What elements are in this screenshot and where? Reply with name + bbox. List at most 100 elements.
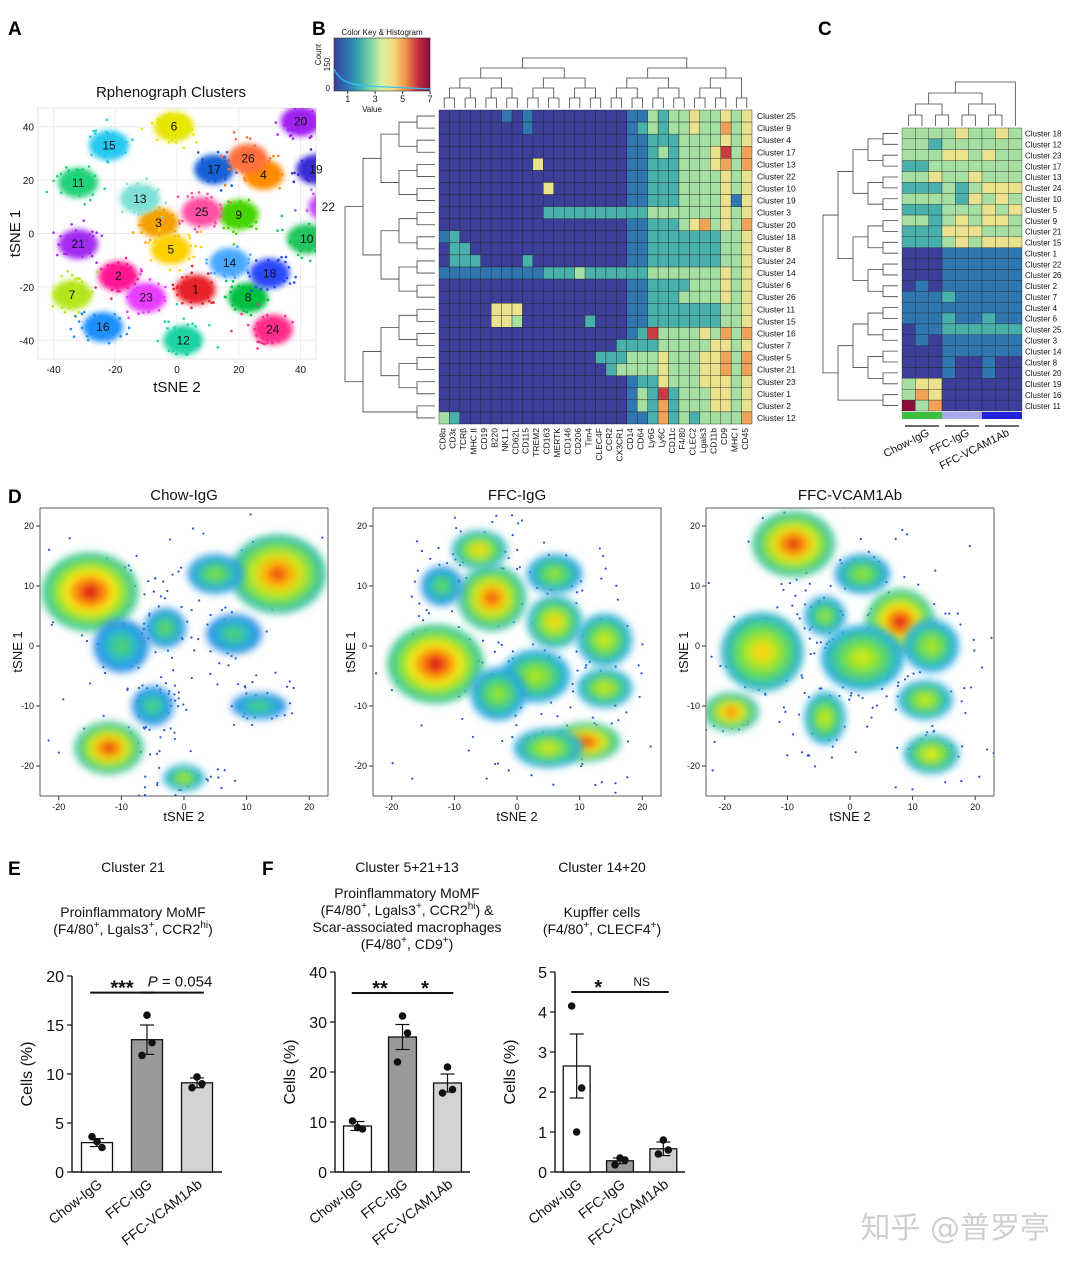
density-point: [838, 694, 841, 698]
cluster-11-point: [60, 191, 63, 194]
heatmap-cell: [741, 339, 753, 352]
heatmap-cell: [501, 363, 513, 376]
cluster-label-13: 13: [133, 192, 147, 206]
bar-chart-f1-comparison-label-1: *: [421, 978, 429, 1000]
cluster-8-point: [229, 290, 232, 294]
cluster-4-point: [274, 170, 277, 173]
cluster-24-point: [291, 320, 294, 324]
heatmap-cell: [449, 146, 461, 159]
panel-b-row-label-5: Cluster 22: [757, 171, 796, 181]
density-point: [157, 605, 160, 608]
density-point: [896, 684, 900, 687]
panel-b-row-label-17: Cluster 15: [757, 316, 796, 326]
density-point: [245, 692, 248, 695]
cluster-22-point: [312, 205, 316, 208]
heatmap-cell: [699, 158, 711, 171]
heatmap-cell: [470, 266, 481, 280]
cluster-13-point: [145, 177, 148, 180]
bar-chart-f1-point-0-2: [353, 1123, 362, 1132]
cluster-19-point: [308, 167, 311, 170]
bar-chart-f1-ytick-0: 0: [318, 1165, 327, 1182]
density-point: [580, 764, 583, 768]
cluster-7-point: [81, 280, 84, 284]
cluster-19-point: [309, 165, 313, 169]
density-2-xtick-1: -10: [781, 802, 794, 812]
panel-c-row-dendrogram-branch: [882, 263, 898, 276]
cluster-4-point: [276, 178, 280, 181]
density-point: [144, 775, 147, 778]
cluster-25-point: [205, 197, 208, 200]
cluster-18-point: [284, 260, 287, 264]
density-point: [521, 519, 524, 522]
density-blob: [187, 554, 243, 594]
heatmap-cell: [449, 206, 461, 219]
density-point: [227, 664, 230, 667]
heatmap-cell: [668, 242, 680, 256]
cluster-10-point: [301, 239, 305, 243]
cluster-22-point: [332, 196, 335, 199]
cluster-8-point: [244, 296, 247, 299]
cluster-18-point: [259, 277, 262, 280]
density-point: [516, 548, 519, 551]
cluster-8-point: [258, 293, 262, 297]
cluster-11-point: [93, 174, 97, 178]
heatmap-cell: [955, 356, 969, 368]
cluster-14-point: [222, 273, 226, 277]
heatmap-cell: [595, 170, 607, 183]
panel-b-row-label-20: Cluster 5: [757, 353, 791, 363]
cluster-12-point: [167, 320, 170, 324]
heatmap-cell: [981, 127, 996, 140]
cluster-6-point: [176, 116, 179, 120]
density-point: [963, 687, 966, 690]
cluster-11-point: [75, 186, 79, 189]
heatmap-cell: [626, 170, 638, 183]
cluster-6-point: [170, 139, 174, 142]
heatmap-cell: [710, 351, 721, 364]
bar-chart-f2-subtitle-1-part-3: +: [651, 920, 657, 931]
heatmap-cell: [995, 182, 1009, 194]
heatmap-cell: [470, 315, 481, 328]
cluster-23: [125, 268, 167, 320]
cluster-18-point: [276, 259, 280, 262]
cluster-2-point: [110, 288, 114, 291]
heatmap-cell: [449, 399, 461, 413]
panel-b-col-label-25: Lgals3: [698, 428, 708, 453]
density-point: [706, 728, 708, 731]
cluster-22-point: [328, 189, 331, 192]
cluster-12-point: [194, 325, 197, 328]
cluster-15-point: [100, 146, 103, 150]
cluster-20-point: [302, 123, 306, 127]
cluster-11-point: [65, 182, 68, 186]
cluster-5-point: [176, 252, 180, 256]
density-point: [575, 650, 578, 653]
heatmap-cell: [459, 315, 471, 328]
cluster-2-point: [106, 263, 110, 267]
heatmap-cell: [511, 339, 523, 352]
cluster-5-point: [194, 244, 197, 248]
cluster-10-point: [313, 249, 316, 253]
cluster-9-point: [248, 210, 252, 213]
heatmap-cell: [720, 303, 732, 316]
heatmap-cell: [678, 339, 690, 352]
cluster-10-point: [309, 232, 312, 235]
density-blob: [231, 692, 287, 720]
density-point: [598, 547, 601, 550]
cluster-23-point: [151, 298, 154, 302]
cluster-23-point: [157, 282, 160, 286]
heatmap-cell: [720, 290, 732, 304]
cluster-17: [194, 150, 238, 192]
heatmap-cell: [915, 291, 929, 303]
cluster-1-point: [206, 272, 210, 275]
bar-chart-f2-point-2-1: [664, 1146, 673, 1154]
cluster-7-point: [74, 278, 77, 281]
cluster-13-point: [141, 194, 145, 198]
cluster-10-point: [315, 228, 316, 231]
cluster-13-point: [164, 201, 167, 205]
heatmap-cell: [543, 387, 554, 401]
heatmap-cell: [678, 254, 690, 268]
heatmap-cell: [532, 315, 544, 328]
density-point: [866, 725, 869, 728]
heatmap-cell: [657, 206, 669, 219]
density-point: [788, 581, 791, 585]
density-point: [662, 691, 664, 693]
